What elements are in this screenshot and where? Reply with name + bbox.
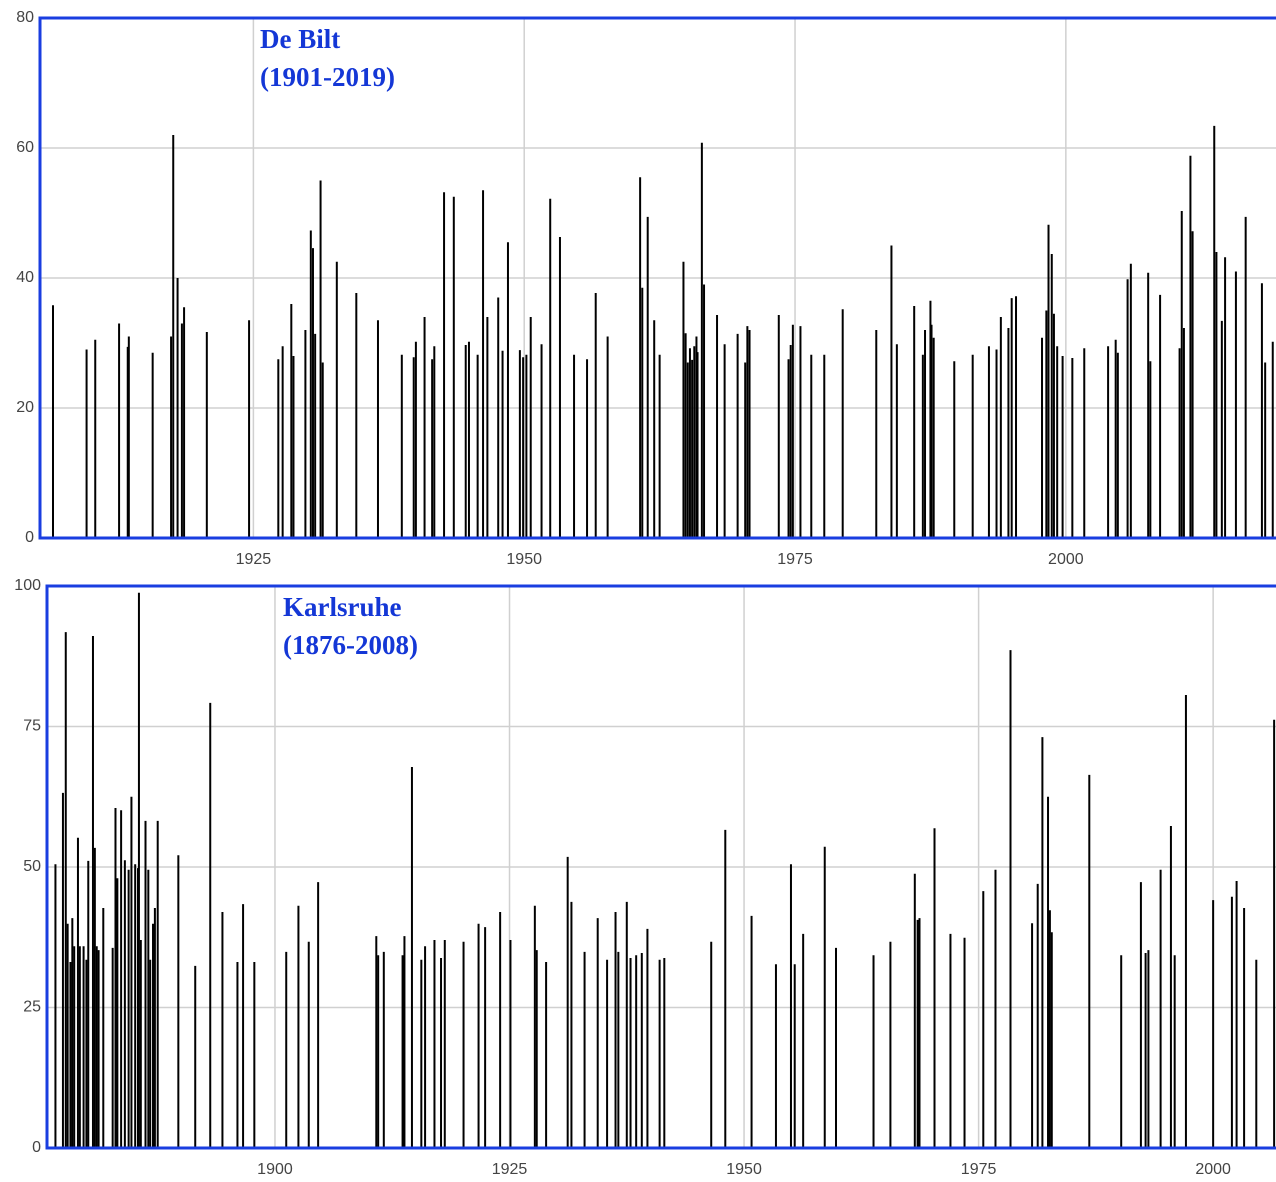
plot-frame [45, 584, 1276, 1150]
chart-subtitle: (1901-2019) [260, 62, 395, 92]
y-tick-label: 80 [16, 9, 34, 26]
x-tick-label: 2000 [1048, 551, 1084, 568]
y-tick-label: 100 [14, 577, 41, 594]
chart-subtitle: (1876-2008) [283, 630, 418, 660]
x-tick-label: 2000 [1195, 1161, 1231, 1178]
x-tick-label: 1975 [777, 551, 813, 568]
x-tick-label: 1925 [236, 551, 272, 568]
chart-title: De Bilt [260, 24, 340, 54]
x-tick-label: 1900 [257, 1161, 293, 1178]
plot-frame [38, 16, 1276, 540]
y-tick-label: 0 [32, 1139, 41, 1156]
y-tick-label: 50 [23, 858, 41, 875]
x-tick-label: 1975 [961, 1161, 997, 1178]
y-tick-label: 40 [16, 269, 34, 286]
y-tick-label: 0 [25, 529, 34, 546]
x-tick-label: 1950 [506, 551, 542, 568]
y-tick-label: 60 [16, 139, 34, 156]
x-tick-label: 1925 [492, 1161, 528, 1178]
chart-title: Karlsruhe [283, 592, 402, 622]
y-tick-label: 75 [23, 718, 41, 735]
x-tick-label: 1950 [726, 1161, 762, 1178]
y-tick-label: 25 [23, 999, 41, 1016]
y-tick-label: 20 [16, 399, 34, 416]
